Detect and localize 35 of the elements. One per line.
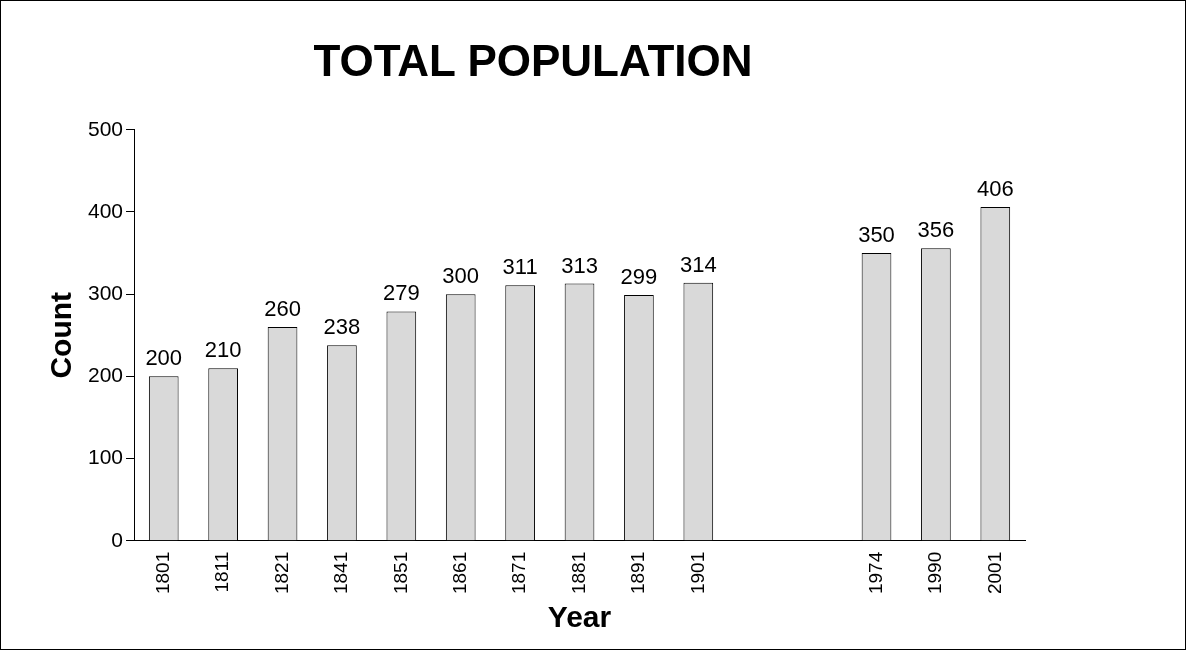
- y-tick-label: 300: [87, 280, 124, 304]
- data-label: 299: [620, 264, 658, 290]
- x-tick-label: 1861: [448, 551, 470, 595]
- data-label: 406: [976, 176, 1014, 202]
- x-tick-label: 1811: [211, 551, 233, 593]
- data-label: 238: [323, 314, 361, 340]
- data-label: 260: [264, 296, 301, 322]
- x-tick-label: 1851: [389, 551, 411, 595]
- data-label: 356: [917, 217, 955, 243]
- data-label: 350: [858, 222, 895, 248]
- y-tick-label: 400: [87, 198, 124, 222]
- y-tick-label: 500: [87, 116, 124, 140]
- y-tick-label: 100: [87, 445, 124, 469]
- x-tick-label: 1891: [627, 551, 649, 595]
- x-tick-label: 1841: [330, 551, 352, 595]
- x-tick-label: 1974: [864, 551, 886, 595]
- data-label: 200: [145, 345, 183, 371]
- y-tick-label: 0: [111, 527, 124, 551]
- x-tick-label: 1990: [924, 551, 946, 595]
- x-tick-label: 2001: [983, 551, 1005, 595]
- data-label: 279: [382, 280, 420, 306]
- x-tick-label: 1821: [270, 551, 292, 595]
- y-axis-title: Count: [44, 291, 78, 379]
- data-label: 314: [679, 251, 717, 277]
- x-axis-title: Year: [547, 600, 612, 634]
- data-label: 300: [442, 263, 480, 289]
- data-label: 313: [561, 252, 598, 278]
- x-tick-label: 1801: [151, 551, 173, 595]
- x-tick-label: 1871: [508, 551, 530, 595]
- x-tick-label: 1901: [686, 551, 708, 595]
- chart-title: TOTAL POPULATION: [313, 35, 753, 85]
- data-label: 210: [204, 337, 242, 363]
- x-tick-label: 1881: [567, 551, 589, 595]
- y-tick-label: 200: [87, 363, 124, 387]
- data-label: 311: [502, 254, 538, 280]
